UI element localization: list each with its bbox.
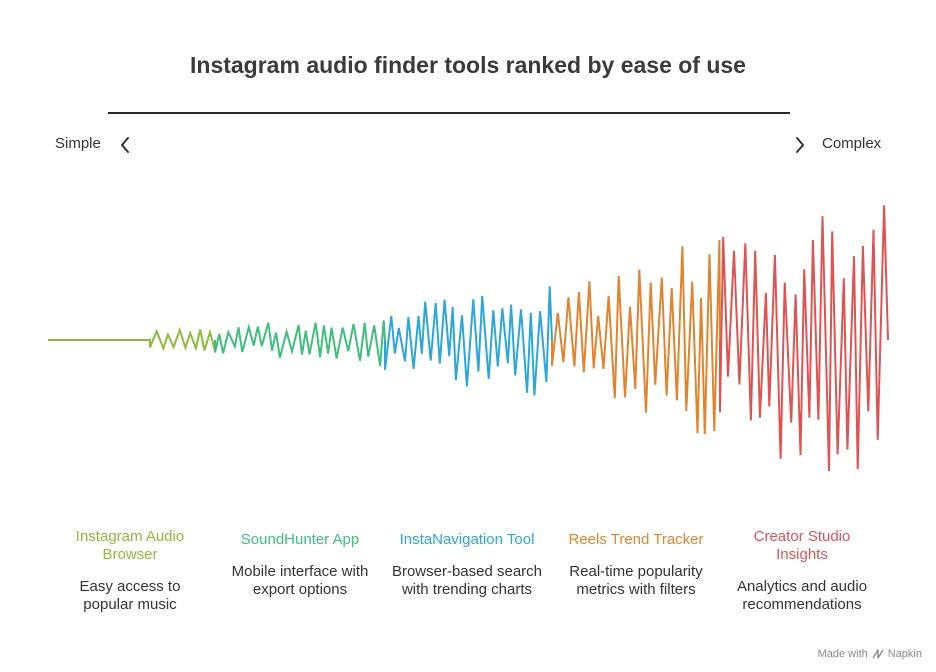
- stage-title: InstaNavigation Tool: [399, 531, 535, 548]
- title-divider: [108, 112, 790, 114]
- waveform-segment-5: [719, 205, 889, 472]
- complex-label: Complex: [822, 135, 882, 152]
- stage-description: Mobile interface with export options: [231, 563, 369, 598]
- chevron-left-icon: [121, 137, 129, 153]
- simple-label: Simple: [55, 135, 101, 152]
- footer-text: Made with: [817, 648, 868, 660]
- stage-description: Real-time popularity metrics with filter…: [569, 563, 703, 598]
- stage-instanavigation-tool: InstaNavigation Tool Browser-based searc…: [391, 531, 543, 599]
- stage-instagram-audio-browser: Instagram Audio Browser Easy access to p…: [55, 528, 205, 614]
- stage-reels-trend-tracker: Reels Trend Tracker Real-time popularity…: [560, 531, 712, 599]
- stage-description: Easy access to popular music: [79, 578, 181, 613]
- stage-soundhunter-app: SoundHunter App Mobile interface with ex…: [225, 531, 375, 599]
- waveform-segment-1: [48, 327, 216, 352]
- napkin-logo-icon: [872, 649, 884, 659]
- waveform-segment-2: [214, 320, 386, 367]
- chevron-right-icon: [796, 137, 804, 153]
- stage-title: Reels Trend Tracker: [568, 531, 704, 548]
- stage-description: Analytics and audio recommendations: [736, 578, 868, 613]
- complexity-waveform: [48, 205, 889, 472]
- page-title: Instagram audio finder tools ranked by e…: [190, 52, 746, 78]
- waveform-segment-3: [384, 286, 553, 396]
- footer-brand: Napkin: [887, 648, 922, 660]
- waveform-segment-4: [551, 240, 721, 435]
- made-with-napkin: Made with Napkin: [818, 648, 922, 660]
- stage-title: SoundHunter App: [240, 531, 360, 548]
- stage-title: Creator Studio Insights: [753, 528, 851, 563]
- stage-title: Instagram Audio Browser: [75, 528, 185, 563]
- stage-creator-studio-insights: Creator Studio Insights Analytics and au…: [727, 528, 877, 614]
- stage-description: Browser-based search with trending chart…: [391, 563, 543, 598]
